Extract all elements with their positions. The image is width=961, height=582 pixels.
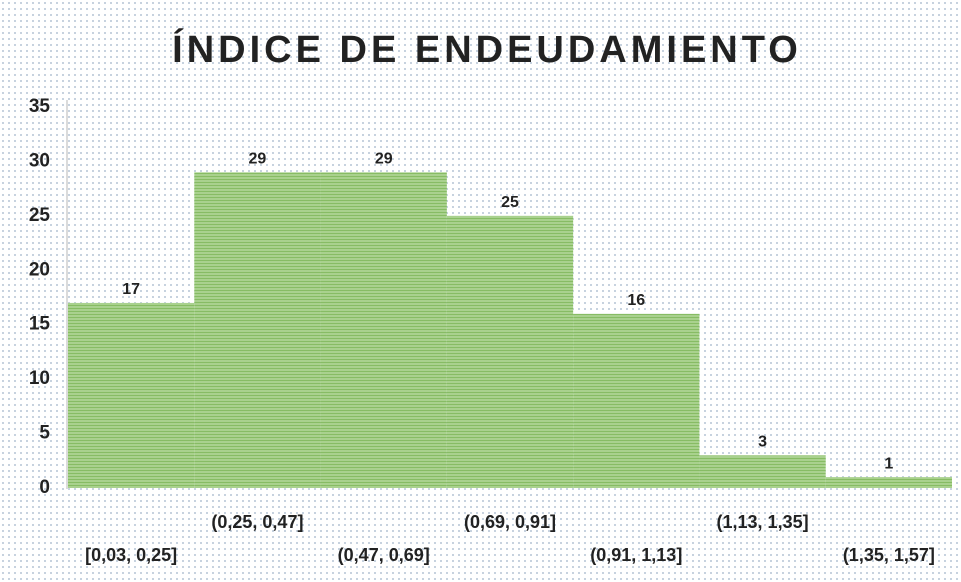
x-tick-label: [0,03, 0,25]	[85, 545, 177, 565]
x-tick-label: (1,35, 1,57]	[843, 545, 935, 565]
y-tick-label: 30	[29, 150, 50, 171]
data-label: 16	[627, 292, 645, 309]
y-tick-label: 35	[29, 96, 51, 117]
data-label: 1	[884, 455, 893, 472]
bar	[699, 455, 826, 488]
y-tick-label: 25	[29, 205, 51, 226]
y-tick-label: 20	[29, 259, 50, 280]
data-label: 25	[501, 194, 519, 211]
data-label: 3	[758, 434, 767, 451]
x-tick-label: (0,91, 1,13]	[590, 545, 682, 565]
bar	[194, 172, 321, 489]
x-tick-label: (1,13, 1,35]	[717, 512, 809, 532]
bar	[446, 215, 574, 488]
bar	[825, 477, 952, 488]
data-label: 17	[122, 281, 140, 298]
data-label: 29	[375, 151, 393, 168]
bar	[320, 172, 447, 489]
x-tick-label: (0,69, 0,91]	[464, 512, 556, 532]
y-tick-label: 10	[29, 368, 50, 389]
chart-title: ÍNDICE DE ENDEUDAMIENTO	[172, 27, 802, 71]
x-tick-label: (0,25, 0,47]	[211, 512, 303, 532]
y-tick-label: 5	[39, 423, 50, 444]
bar	[68, 302, 195, 488]
data-label: 29	[249, 151, 267, 168]
y-tick-label: 15	[29, 314, 51, 335]
bar	[573, 313, 700, 488]
y-tick-label: 0	[39, 477, 50, 498]
x-tick-label: (0,47, 0,69]	[338, 545, 430, 565]
